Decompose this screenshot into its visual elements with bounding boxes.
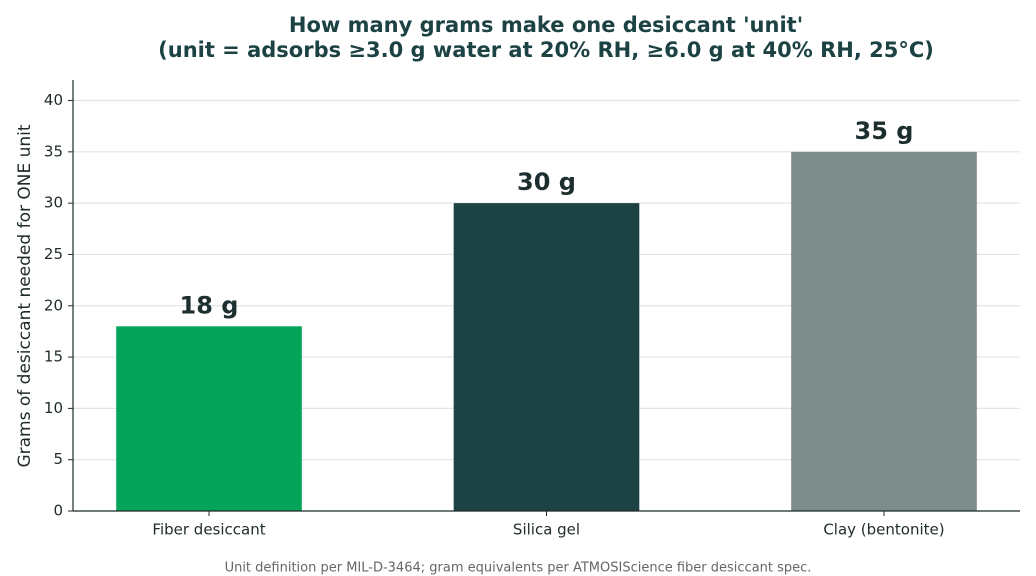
bar	[791, 151, 977, 512]
y-tick-label: 0	[53, 502, 63, 520]
x-tick-label: Silica gel	[513, 521, 580, 539]
x-tick-label: Clay (bentonite)	[823, 521, 944, 539]
y-tick-label: 15	[44, 348, 63, 366]
y-tick-label: 35	[44, 142, 63, 160]
y-tick-label: 20	[44, 296, 63, 314]
value-label: 18 g	[180, 291, 239, 319]
bar	[116, 326, 302, 511]
bar	[453, 203, 640, 511]
chart-subtitle: (unit = adsorbs ≥3.0 g water at 20% RH, …	[158, 38, 934, 62]
y-tick-label: 5	[53, 450, 63, 468]
value-label: 35 g	[855, 117, 914, 145]
x-tick-label: Fiber desiccant	[152, 521, 265, 539]
y-tick-label: 10	[44, 399, 63, 417]
y-tick-label: 40	[44, 91, 63, 109]
y-tick-label: 25	[44, 245, 63, 263]
caption: Unit definition per MIL-D-3464; gram equ…	[225, 561, 812, 576]
y-axis-label: Grams of desiccant needed for ONE unit	[15, 124, 35, 467]
y-tick-label: 30	[44, 194, 63, 212]
value-label: 30 g	[517, 168, 576, 196]
chart-title: How many grams make one desiccant 'unit'	[289, 13, 803, 37]
